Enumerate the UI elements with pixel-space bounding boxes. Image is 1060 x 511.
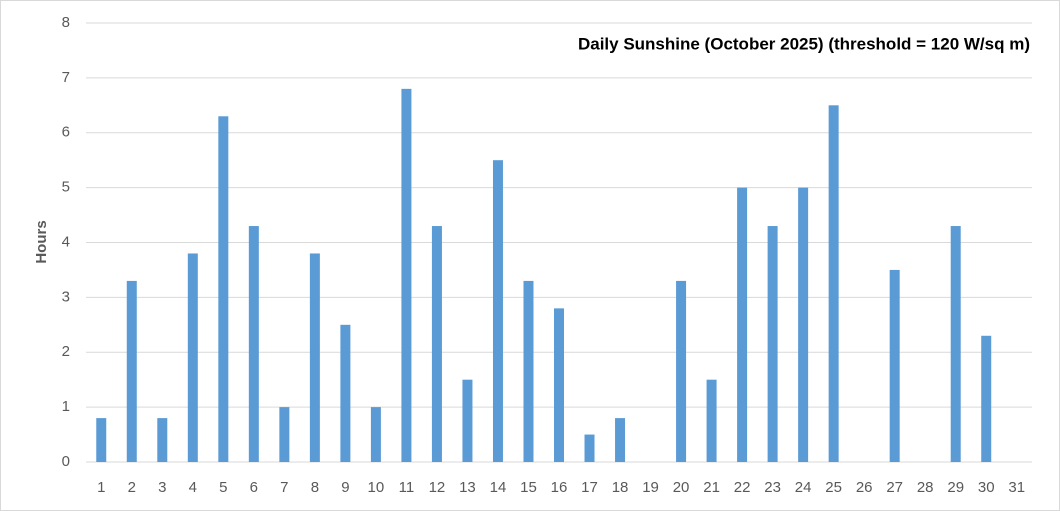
x-tick-label: 20 (673, 479, 690, 496)
x-tick-label: 7 (280, 479, 288, 496)
x-tick-label: 21 (703, 479, 720, 496)
bar (309, 253, 320, 462)
x-tick-label: 17 (581, 479, 598, 496)
y-tick-label: 7 (62, 69, 70, 86)
x-tick-label: 10 (368, 479, 385, 496)
y-tick-label: 8 (62, 14, 70, 31)
bar (889, 269, 900, 462)
x-tick-label: 28 (917, 479, 934, 496)
bar (126, 280, 137, 462)
x-tick-label: 2 (128, 479, 136, 496)
y-tick-label: 0 (62, 453, 70, 470)
y-axis-label: Hours (33, 220, 50, 263)
bar (340, 324, 351, 462)
bar (370, 407, 381, 462)
x-tick-label: 27 (886, 479, 903, 496)
x-tick-label: 22 (734, 479, 751, 496)
bar (279, 407, 290, 462)
x-tick-label: 19 (642, 479, 659, 496)
x-tick-label: 16 (551, 479, 568, 496)
bar (828, 105, 839, 462)
x-tick-label: 12 (429, 479, 446, 496)
bar (950, 226, 961, 462)
x-tick-label: 5 (219, 479, 227, 496)
x-tick-label: 4 (189, 479, 197, 496)
x-tick-label: 1 (97, 479, 105, 496)
x-tick-label: 30 (978, 479, 995, 496)
x-tick-label: 8 (311, 479, 319, 496)
bar (248, 226, 259, 462)
x-tick-label: 31 (1008, 479, 1025, 496)
x-tick-label: 9 (341, 479, 349, 496)
x-tick-label: 23 (764, 479, 781, 496)
bar (584, 434, 595, 462)
y-tick-label: 3 (62, 288, 70, 305)
bar (676, 280, 687, 462)
x-tick-label: 24 (795, 479, 812, 496)
x-tick-label: 26 (856, 479, 873, 496)
bar (615, 418, 626, 462)
x-tick-label: 25 (825, 479, 842, 496)
bar (523, 280, 534, 462)
bar (157, 418, 168, 462)
bar (96, 418, 107, 462)
x-tick-label: 6 (250, 479, 258, 496)
x-tick-label: 13 (459, 479, 476, 496)
bar (492, 160, 503, 462)
y-tick-label: 1 (62, 398, 70, 415)
y-tick-label: 6 (62, 124, 70, 141)
x-tick-label: 18 (612, 479, 629, 496)
bar (554, 308, 564, 462)
bar (187, 253, 198, 462)
y-tick-label: 4 (62, 233, 70, 250)
x-tick-label: 3 (158, 479, 166, 496)
bar (462, 379, 473, 462)
y-tick-label: 2 (62, 343, 70, 360)
x-tick-label: 11 (399, 479, 415, 496)
x-tick-label: 15 (520, 479, 537, 496)
bar (401, 88, 412, 462)
bar (431, 226, 442, 462)
bar (798, 187, 809, 462)
y-tick-label: 5 (62, 179, 70, 196)
bar (767, 226, 778, 462)
bar (981, 335, 992, 462)
bar (737, 187, 748, 462)
bar (218, 116, 229, 462)
bar (706, 379, 717, 462)
chart-title: Daily Sunshine (October 2025) (threshold… (578, 34, 1030, 53)
x-tick-label: 14 (490, 479, 507, 496)
x-tick-label: 29 (947, 479, 964, 496)
